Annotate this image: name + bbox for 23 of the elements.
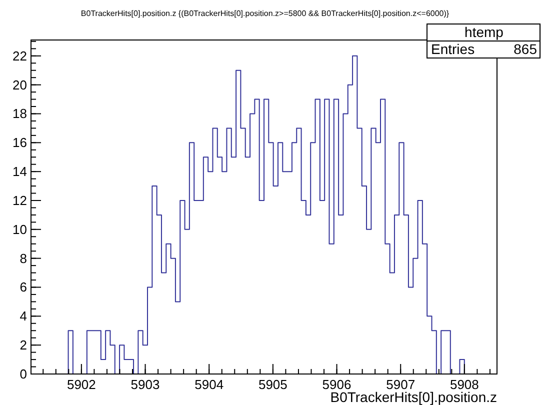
y-tick-label: 2 (20, 338, 27, 353)
x-tick-label: 5908 (450, 377, 479, 392)
y-tick-label: 18 (12, 106, 27, 122)
text: Entries 865 (431, 41, 537, 57)
x-axis-title: B0TrackerHits[0].position.z (330, 389, 497, 405)
y-tick-label: 22 (12, 48, 27, 64)
y-tick-label: 8 (20, 250, 27, 266)
x-tick-label: 5904 (194, 377, 224, 392)
y-tick-label: 16 (12, 135, 27, 150)
chart-title: B0TrackerHits[0].position.z {(B0TrackerHits[0].position.z>=5800 && B0TrackerHits[0].position.z<=6000)} (80, 9, 450, 18)
y-tick-label: 4 (20, 308, 27, 324)
y-tick-label: 6 (20, 280, 27, 295)
y-tick-label: 14 (12, 164, 27, 180)
y-tick-label: 20 (12, 77, 27, 92)
x-tick-label: 5905 (258, 377, 288, 392)
x-tick-label: 5906 (322, 377, 352, 392)
y-tick-label: 10 (12, 222, 27, 237)
x-tick-label: 5903 (130, 377, 160, 392)
x-tick-label: 5907 (386, 377, 416, 392)
text: htemp (464, 24, 504, 40)
y-tick-label: 12 (12, 192, 27, 208)
y-tick-label: 0 (20, 366, 27, 382)
x-tick-label: 5902 (66, 377, 96, 392)
